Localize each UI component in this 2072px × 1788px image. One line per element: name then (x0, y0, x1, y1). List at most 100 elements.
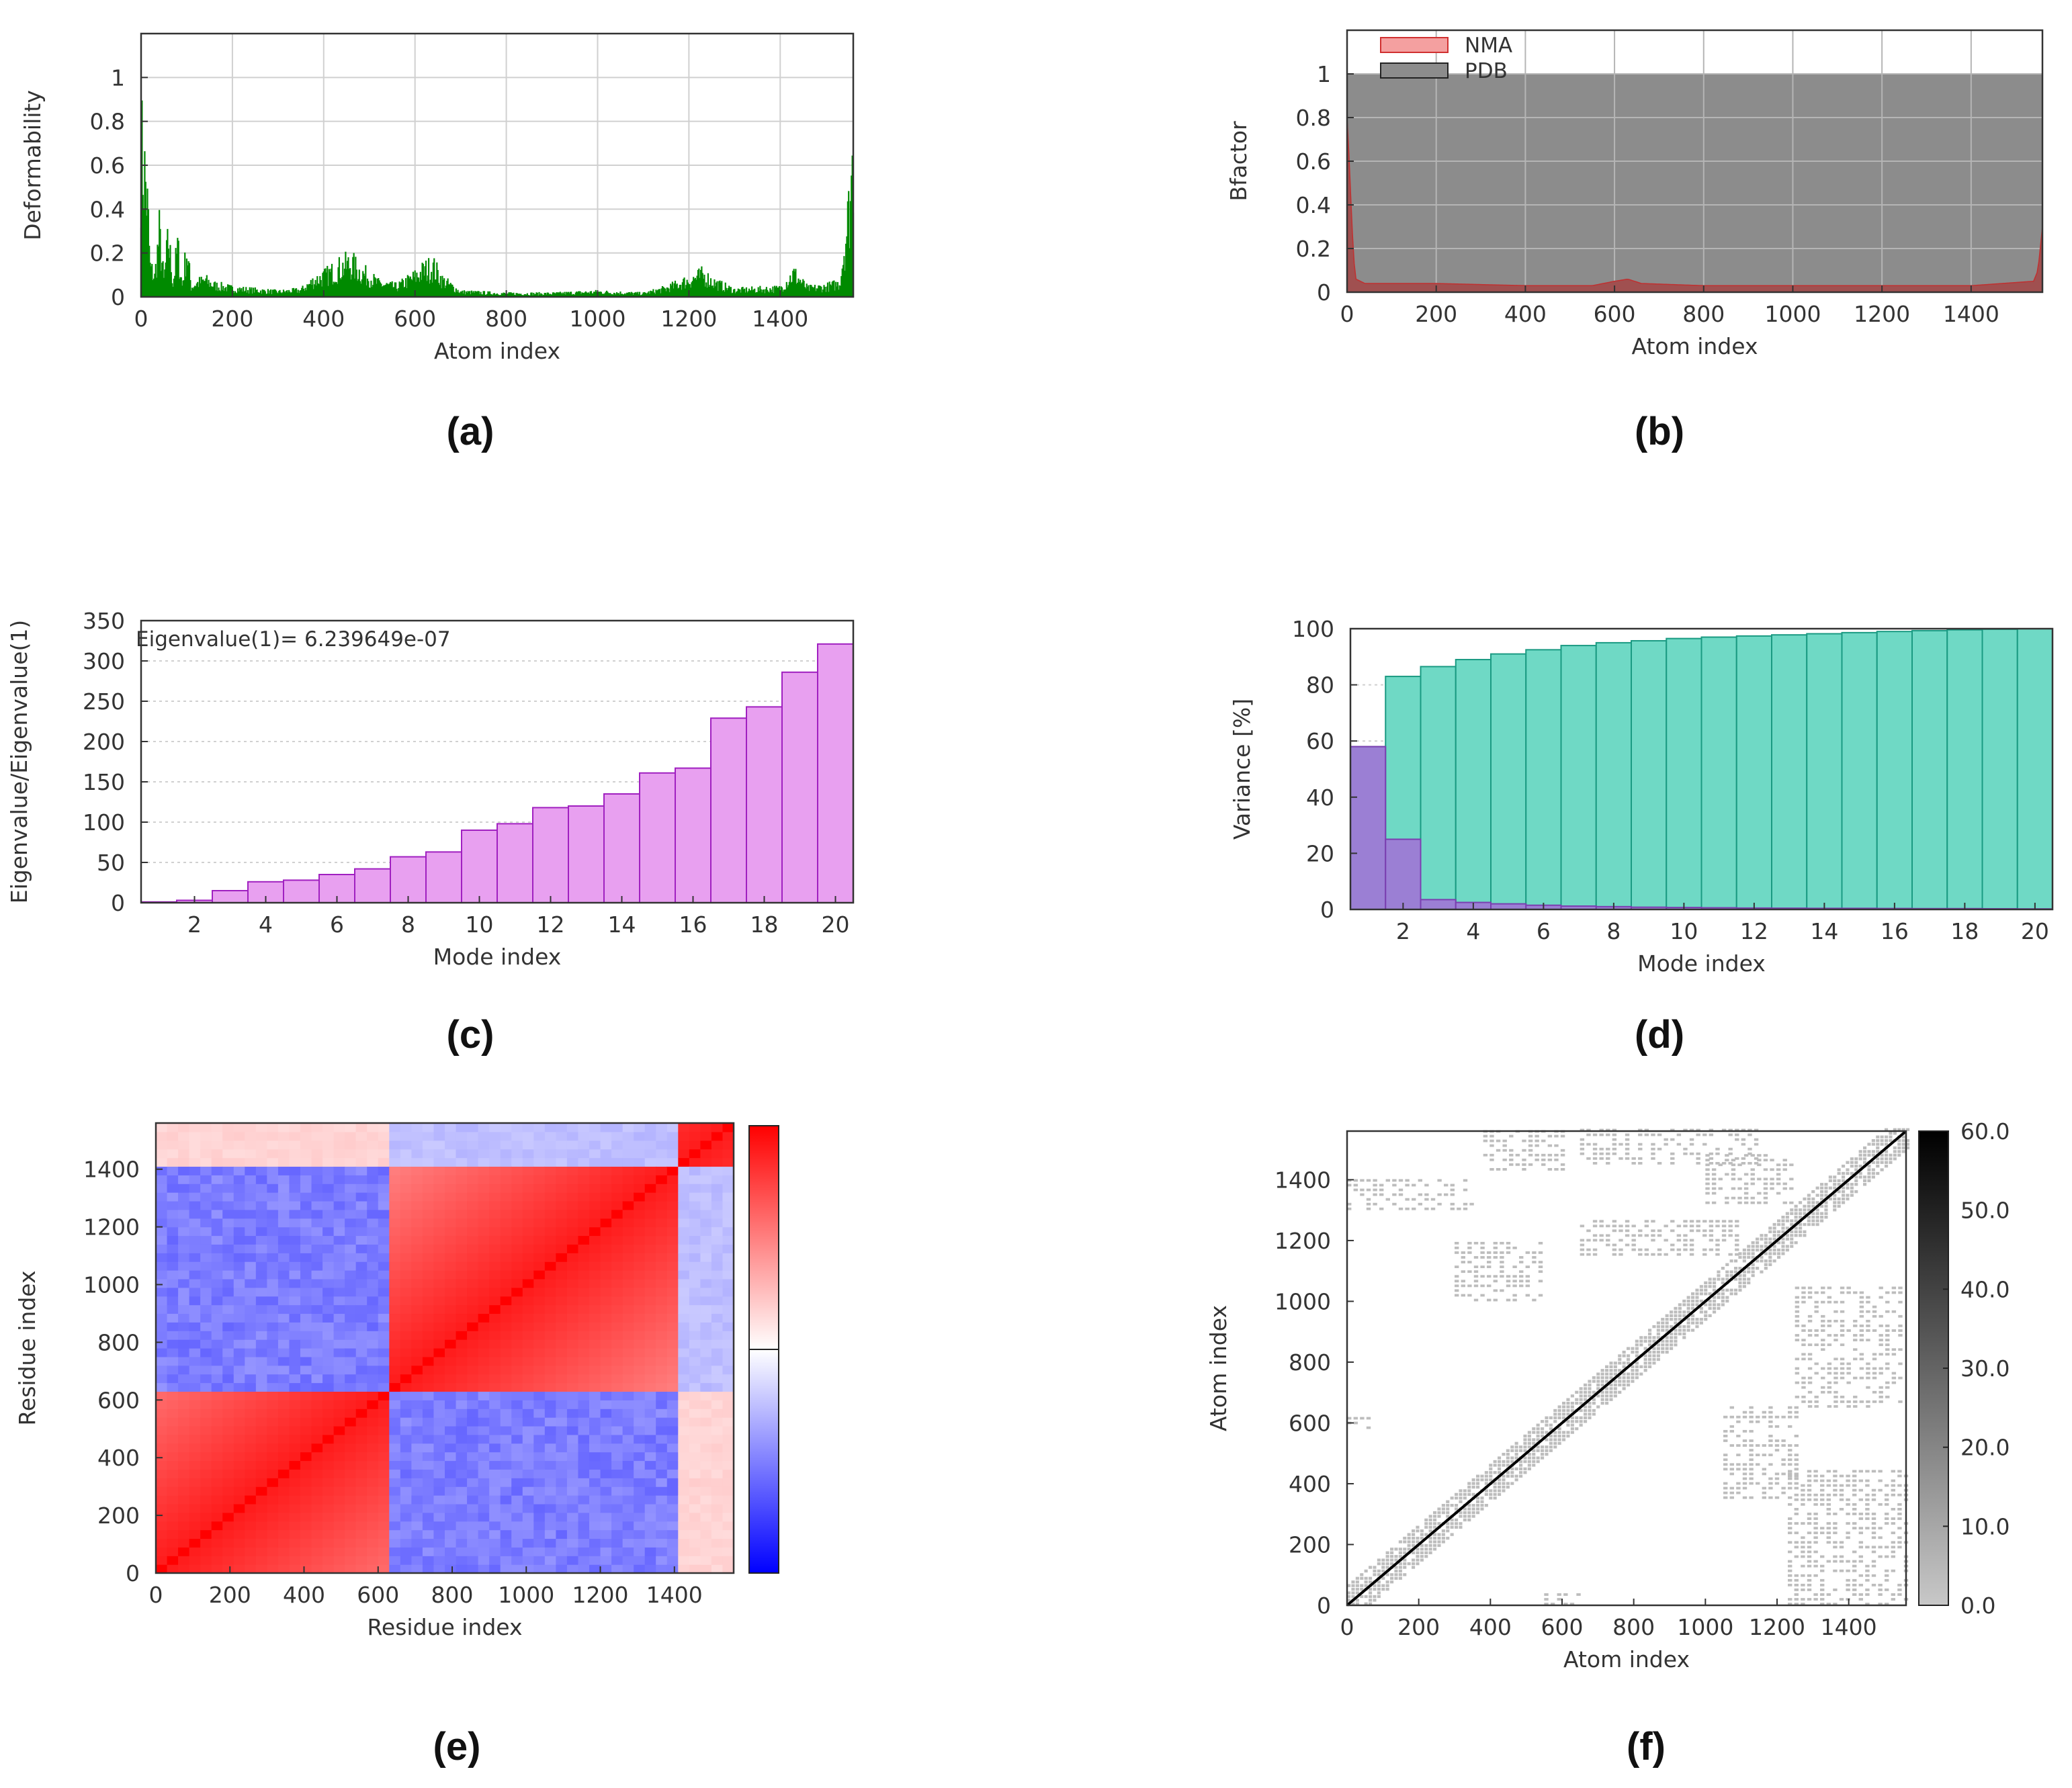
covariance-cell (666, 1339, 679, 1349)
covariance-cell (311, 1131, 323, 1141)
covariance-cell (478, 1166, 490, 1175)
eigenvalue-bar (354, 868, 391, 903)
covariance-cell (345, 1296, 357, 1306)
covariance-cell (611, 1261, 623, 1271)
covariance-cell (189, 1451, 201, 1462)
covariance-cell (678, 1183, 690, 1193)
covariance-cell (355, 1140, 368, 1150)
covariance-cell (333, 1123, 345, 1132)
covariance-cell (533, 1166, 546, 1175)
covariance-cell (300, 1469, 312, 1478)
y-tick-label: 350 (83, 608, 125, 634)
covariance-cell (189, 1278, 201, 1288)
covariance-cell (566, 1547, 579, 1556)
covariance-cell (311, 1374, 323, 1384)
covariance-cell (156, 1409, 168, 1418)
covariance-cell (478, 1443, 490, 1453)
covariance-cell (167, 1486, 179, 1496)
covariance-cell (389, 1469, 401, 1478)
covariance-cell (400, 1140, 412, 1150)
contact-dot (1674, 1339, 1678, 1343)
contact-dot (1627, 1357, 1631, 1361)
contact-dot (1369, 1566, 1373, 1569)
covariance-cell (267, 1556, 279, 1565)
covariance-cell (222, 1503, 234, 1513)
covariance-cell (433, 1512, 445, 1522)
covariance-cell (622, 1244, 634, 1253)
covariance-cell (544, 1270, 556, 1280)
covariance-cell (255, 1486, 267, 1496)
covariance-cell (644, 1478, 656, 1487)
contact-dot (1772, 1230, 1776, 1234)
covariance-cell (445, 1261, 457, 1271)
y-tick-label: 800 (97, 1329, 140, 1355)
contact-dot (1467, 1492, 1471, 1496)
contact-dot (1674, 1343, 1678, 1347)
covariance-cell (678, 1443, 690, 1453)
contact-dot (1803, 1204, 1807, 1208)
covariance-cell (178, 1391, 190, 1400)
covariance-cell (445, 1495, 457, 1505)
contact-dot (1510, 1474, 1514, 1478)
covariance-cell (322, 1365, 335, 1375)
covariance-cell (277, 1166, 290, 1175)
covariance-cell (289, 1322, 301, 1331)
covariance-cell (277, 1322, 290, 1331)
y-tick-label: 80 (1306, 672, 1334, 699)
covariance-cell (267, 1244, 279, 1253)
covariance-cell (178, 1270, 190, 1280)
covariance-cell (666, 1183, 679, 1193)
contact-dot (1695, 1288, 1699, 1292)
covariance-cell (445, 1478, 457, 1487)
contact-dot (1489, 1467, 1493, 1471)
covariance-cell (367, 1313, 379, 1323)
covariance-cell (467, 1304, 479, 1314)
covariance-cell (367, 1287, 379, 1297)
covariance-cell (267, 1409, 279, 1418)
covariance-cell (355, 1391, 368, 1400)
covariance-cell (156, 1348, 168, 1357)
covariance-cell (522, 1356, 534, 1366)
contact-dot (1562, 1431, 1566, 1434)
contact-dot (1846, 1183, 1850, 1186)
contact-dot (1405, 1207, 1410, 1210)
covariance-cell (422, 1365, 435, 1375)
x-tick-label: 800 (485, 306, 527, 332)
contact-dot (1682, 1303, 1686, 1306)
covariance-cell (589, 1478, 601, 1487)
covariance-cell (255, 1175, 267, 1184)
covariance-cell (411, 1503, 423, 1513)
covariance-cell (711, 1503, 724, 1513)
covariance-cell (589, 1166, 601, 1175)
covariance-cell (445, 1409, 457, 1418)
covariance-cell (200, 1175, 212, 1184)
covariance-cell (678, 1339, 690, 1349)
covariance-cell (267, 1200, 279, 1210)
covariance-cell (289, 1313, 301, 1323)
covariance-cell (267, 1270, 279, 1280)
covariance-cell (511, 1261, 523, 1271)
y-tick-label: 250 (83, 688, 125, 715)
contact-dot (1498, 1456, 1502, 1460)
x-tick-label: 1000 (1764, 301, 1821, 327)
covariance-cell (267, 1287, 279, 1297)
contact-dot (1699, 1321, 1703, 1325)
covariance-cell (400, 1339, 412, 1349)
covariance-cell (666, 1348, 679, 1357)
covariance-cell (556, 1331, 568, 1340)
contact-dot (1498, 1471, 1502, 1474)
covariance-cell (178, 1131, 190, 1141)
covariance-cell (622, 1296, 634, 1306)
contact-dot (1355, 1599, 1359, 1602)
covariance-cell (489, 1469, 501, 1478)
contact-dot (1670, 1347, 1674, 1350)
contact-dot (1622, 1372, 1626, 1376)
covariance-cell (378, 1131, 390, 1141)
covariance-cell (566, 1556, 579, 1565)
covariance-cell (589, 1512, 601, 1522)
covariance-cell (156, 1209, 168, 1219)
covariance-cell (500, 1538, 512, 1548)
covariance-cell (178, 1547, 190, 1556)
covariance-cell (300, 1512, 312, 1522)
covariance-cell (277, 1400, 290, 1409)
